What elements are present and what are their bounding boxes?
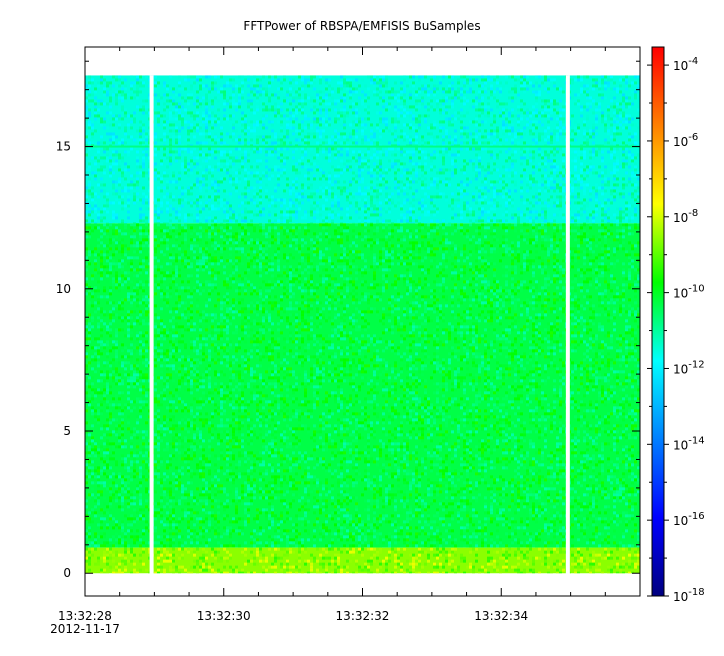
colorbar-tick-label: 10-12: [673, 359, 705, 376]
chart-title: FFTPower of RBSPA/EMFISIS BuSamples: [243, 19, 480, 33]
data-gaps: [149, 75, 570, 575]
spectral-line: [85, 145, 640, 148]
x-axis: 13:32:28 13:32:30 13:32:32 13:32:34: [58, 47, 641, 623]
y-tick-label: 0: [63, 566, 71, 580]
colorbar-gradient: [651, 46, 665, 597]
data-gap: [565, 75, 570, 575]
colorbar-tick-label: 10-14: [673, 435, 705, 452]
y-tick-label: 10: [56, 282, 71, 296]
spectrogram-image: [85, 75, 640, 574]
y-tick-label: 5: [63, 424, 71, 438]
colorbar-tick-label: 10-10: [673, 284, 705, 301]
colorbar-tick-label: 10-16: [673, 511, 705, 528]
colorbar-tick-label: 10-4: [673, 56, 698, 73]
x-tick-label: 13:32:32: [336, 609, 390, 623]
colorbar: 10-4 10-6 10-8 10-10 10-12 10-14 10-16 10-18: [647, 46, 705, 604]
colorbar-tick-label: 10-6: [673, 132, 698, 149]
colorbar-tick-label: 10-8: [673, 208, 698, 225]
colorbar-tick-label: 10-18: [673, 587, 705, 604]
data-gap: [149, 75, 154, 575]
x-axis-date-label: 2012-11-17: [50, 622, 120, 636]
x-tick-label: 13:32:28: [58, 609, 112, 623]
y-tick-label: 15: [56, 140, 71, 154]
y-axis: 0 5 10 15: [56, 60, 640, 580]
x-tick-label: 13:32:34: [474, 609, 528, 623]
x-tick-label: 13:32:30: [197, 609, 251, 623]
